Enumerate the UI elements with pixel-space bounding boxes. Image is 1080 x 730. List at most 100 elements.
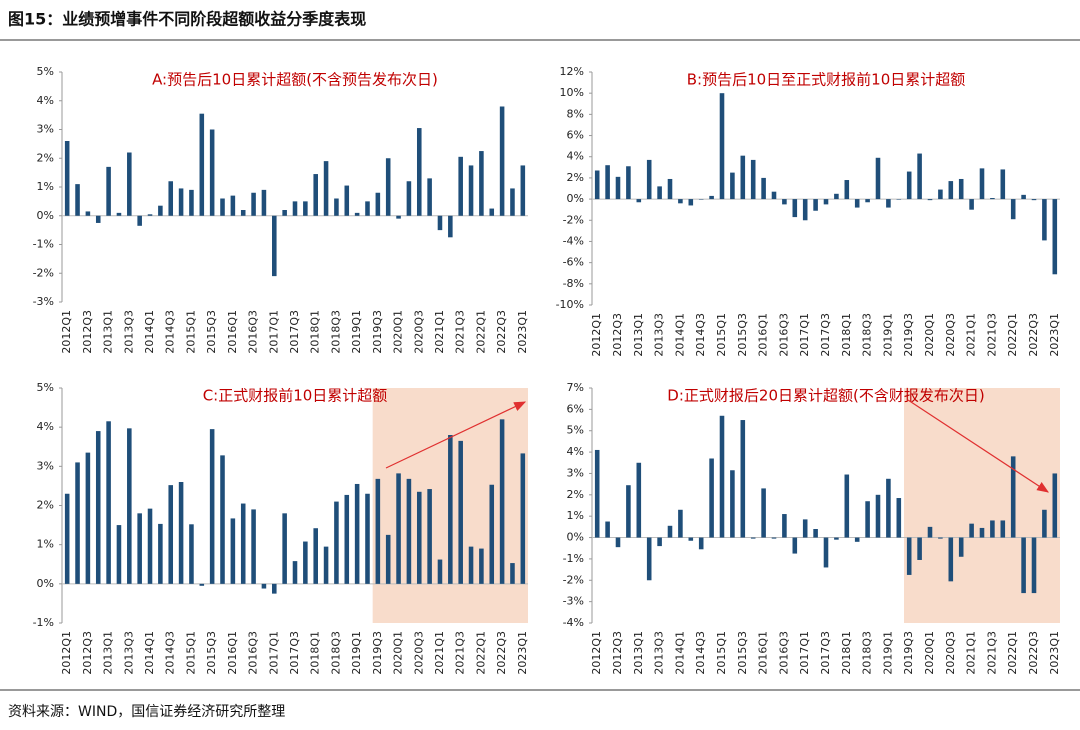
x-tick-label: 2021Q1	[965, 313, 978, 357]
bar	[782, 514, 787, 538]
bar	[771, 191, 777, 200]
bar	[688, 199, 694, 206]
bar	[594, 170, 600, 200]
x-tick-label: 2014Q3	[164, 310, 177, 354]
bar	[990, 198, 995, 200]
bar	[906, 171, 912, 200]
source-note: 资料来源：WIND，国信证券经济研究所整理	[8, 704, 285, 720]
panel-title: C:正式财报前10日累计超额	[203, 387, 388, 405]
y-tick-label: -2%	[563, 213, 584, 226]
bar	[437, 559, 443, 584]
bar	[688, 537, 694, 541]
x-tick-label: 2019Q1	[881, 313, 894, 357]
bar	[990, 520, 995, 538]
x-tick-label: 2013Q1	[102, 631, 115, 675]
x-tick-label: 2017Q3	[819, 631, 832, 675]
bar	[95, 431, 101, 584]
y-tick-label: 5%	[37, 65, 54, 78]
bar	[740, 155, 746, 200]
y-tick-label: 6%	[567, 129, 584, 142]
y-tick-label: 8%	[567, 107, 584, 120]
x-tick-label: 2012Q3	[611, 313, 624, 357]
bar	[813, 199, 818, 211]
y-tick-label: -1%	[563, 552, 584, 565]
y-tick-label: 2%	[567, 488, 584, 501]
x-tick-label: 2015Q1	[715, 631, 728, 675]
bar	[209, 129, 215, 216]
bar	[709, 195, 714, 200]
bar	[95, 215, 101, 223]
bar	[865, 199, 870, 203]
bar	[854, 199, 860, 208]
bar	[730, 172, 735, 200]
bar	[719, 93, 725, 200]
bar	[1010, 199, 1016, 220]
bar	[406, 478, 412, 584]
bar	[489, 484, 495, 584]
bar	[750, 537, 756, 539]
bar	[230, 195, 236, 216]
bar	[385, 158, 391, 216]
bar	[979, 168, 985, 200]
bar	[875, 494, 881, 538]
y-tick-label: -2%	[563, 573, 584, 586]
x-tick-label: 2022Q3	[495, 631, 508, 675]
bar	[323, 161, 329, 216]
bar	[927, 526, 933, 538]
panels: -3% -2% -1% 0% 1% 2% 3% 4% 5% 2012Q1 2012Q3 2013Q1 2…	[33, 65, 1061, 675]
x-tick-label: 2014Q3	[694, 631, 707, 675]
bar	[730, 470, 735, 538]
x-tick-label: 2016Q3	[247, 631, 260, 675]
x-tick-label: 2022Q1	[1006, 631, 1019, 675]
bar	[750, 159, 756, 200]
x-tick-label: 2020Q1	[923, 313, 936, 357]
bar	[615, 537, 621, 548]
bar	[261, 189, 267, 216]
bar	[499, 106, 505, 216]
bar	[886, 478, 891, 538]
bar	[1000, 520, 1006, 538]
x-tick-label: 2015Q1	[184, 631, 197, 675]
y-tick-label: 1%	[567, 509, 584, 522]
x-tick-label: 2015Q3	[205, 631, 218, 675]
bar	[636, 462, 642, 538]
x-tick-label: 2012Q3	[611, 631, 624, 675]
bar	[261, 583, 267, 589]
x-tick-label: 2014Q3	[694, 313, 707, 357]
x-tick-label: 2020Q1	[392, 631, 405, 675]
x-tick-label: 2017Q1	[798, 631, 811, 675]
x-tick-label: 2016Q1	[226, 310, 239, 354]
bar	[1000, 169, 1006, 200]
bar	[615, 176, 621, 200]
x-tick-label: 2018Q3	[329, 310, 342, 354]
x-tick-label: 2017Q3	[819, 313, 832, 357]
y-tick-label: 10%	[560, 86, 584, 99]
x-tick-label: 2023Q1	[1048, 631, 1061, 675]
bar	[116, 212, 122, 216]
bar	[375, 192, 381, 216]
bar	[605, 521, 610, 538]
y-tick-label: 12%	[560, 65, 584, 78]
bar	[75, 184, 80, 216]
x-tick-label: 2020Q3	[944, 631, 957, 675]
x-tick-label: 2014Q1	[673, 631, 686, 675]
bar	[520, 165, 526, 216]
bar	[969, 523, 974, 538]
x-tick-label: 2019Q1	[881, 631, 894, 675]
bar	[979, 527, 985, 538]
bar	[354, 212, 360, 216]
bar	[199, 113, 205, 216]
bar	[969, 199, 974, 210]
bar	[251, 192, 256, 216]
y-tick-label: 0%	[37, 209, 54, 222]
y-tick-label: 4%	[567, 445, 584, 458]
bar	[468, 165, 474, 216]
bar	[313, 528, 318, 584]
bar	[678, 509, 683, 538]
bar	[1052, 199, 1058, 275]
x-tick-label: 2012Q1	[60, 310, 73, 354]
bar	[667, 178, 673, 200]
bar	[646, 537, 652, 581]
x-tick-label: 2013Q3	[122, 310, 135, 354]
bar	[948, 181, 954, 200]
